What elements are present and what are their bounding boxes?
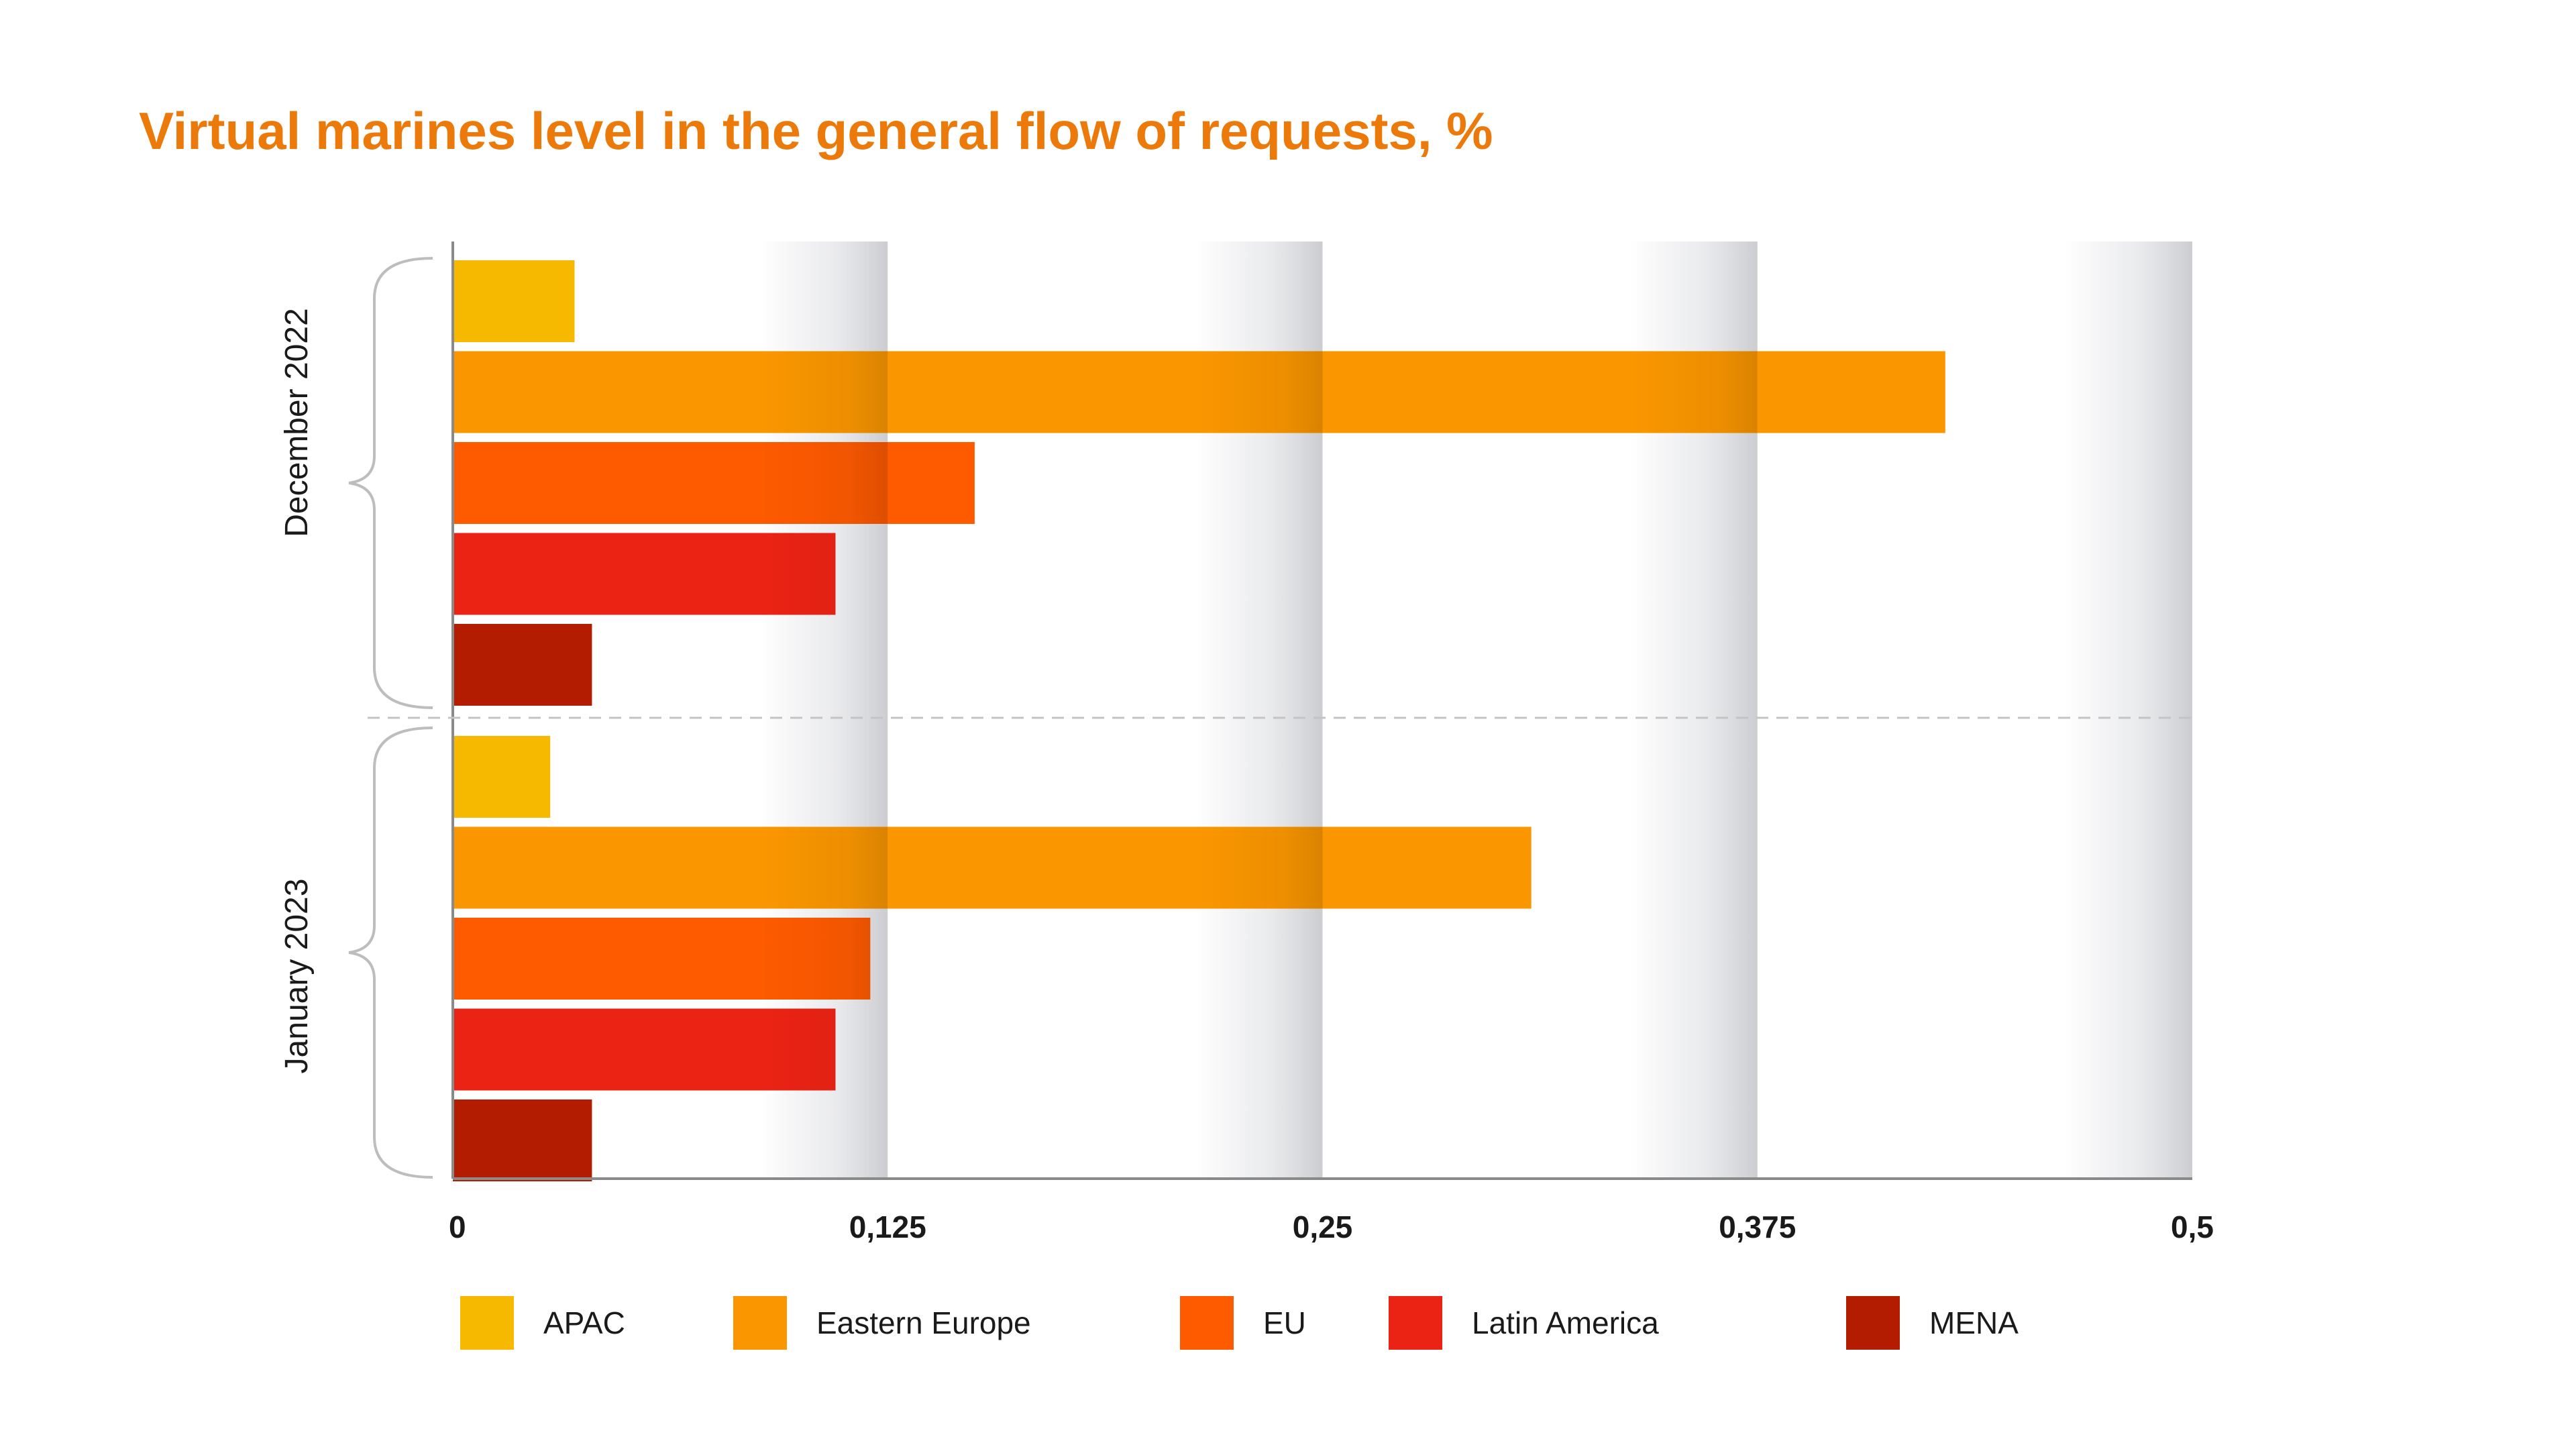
chart-title: Virtual marines level in the general flo…	[139, 101, 1493, 160]
bar-apac-1	[453, 736, 551, 818]
bar-shade	[760, 352, 888, 433]
bar-shade	[1195, 352, 1323, 433]
group-label-0: December 2022	[279, 308, 315, 537]
bar-apac-0	[453, 260, 575, 342]
x-tick-label-3: 0,375	[1719, 1210, 1796, 1244]
x-tick-label-4: 0,5	[2171, 1210, 2214, 1244]
bar-shade	[760, 918, 888, 1000]
bar-mena-0	[453, 624, 592, 706]
bar-shade	[1630, 352, 1758, 433]
group-brace-1	[348, 727, 433, 1179]
axes	[368, 241, 2192, 1180]
bar-shade	[1195, 827, 1323, 909]
bar-mena-1	[453, 1099, 592, 1181]
grid-band-4	[2065, 241, 2192, 1179]
group-brace-0	[348, 257, 433, 709]
bar-eastern-europe-1	[453, 826, 1532, 909]
bar-shade	[760, 827, 888, 909]
group-labels: December 2022 January 2023	[279, 257, 433, 1179]
group-label-1: January 2023	[279, 879, 315, 1074]
x-tick-label-1: 0,125	[849, 1210, 926, 1244]
bar-eu-0	[453, 442, 975, 524]
bar-shade	[760, 442, 888, 524]
x-tick-label-0: 0	[449, 1210, 466, 1244]
bars	[453, 260, 1945, 1181]
x-tick-labels: 0 0,125 0,25 0,375 0,5	[449, 1210, 2214, 1244]
x-tick-label-2: 0,25	[1293, 1210, 1353, 1244]
